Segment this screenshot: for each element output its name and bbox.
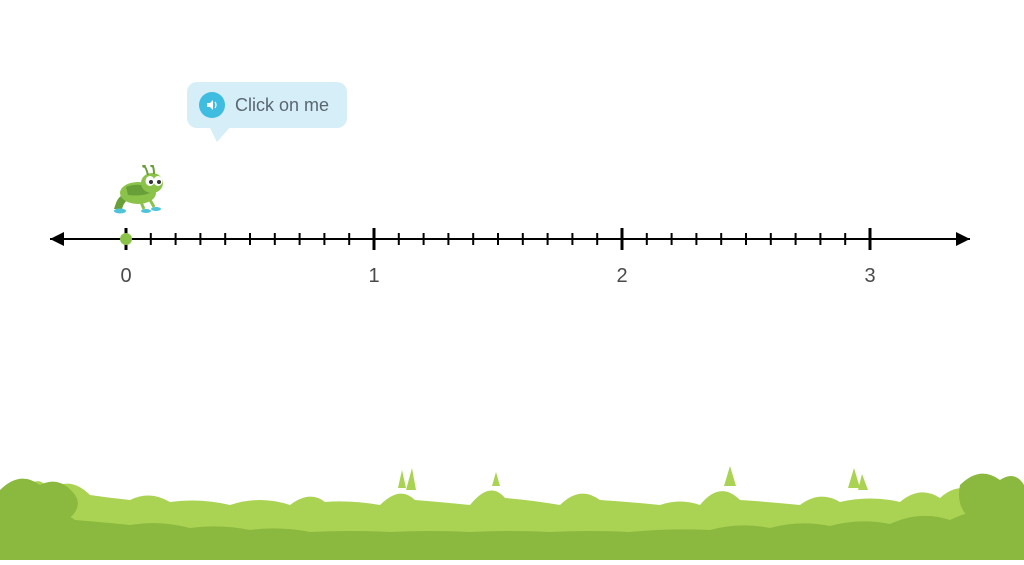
number-line-label: 3 [864,265,875,288]
number-line-label: 0 [120,265,131,288]
speech-bubble[interactable]: Click on me [187,82,347,128]
number-line-label: 2 [616,265,627,288]
number-line-label: 1 [368,265,379,288]
speech-bubble-text: Click on me [235,95,329,116]
number-line-marker-dot [120,233,132,245]
speaker-icon[interactable] [199,92,225,118]
grass-footer [0,450,1024,560]
grasshopper-character[interactable] [110,165,172,215]
